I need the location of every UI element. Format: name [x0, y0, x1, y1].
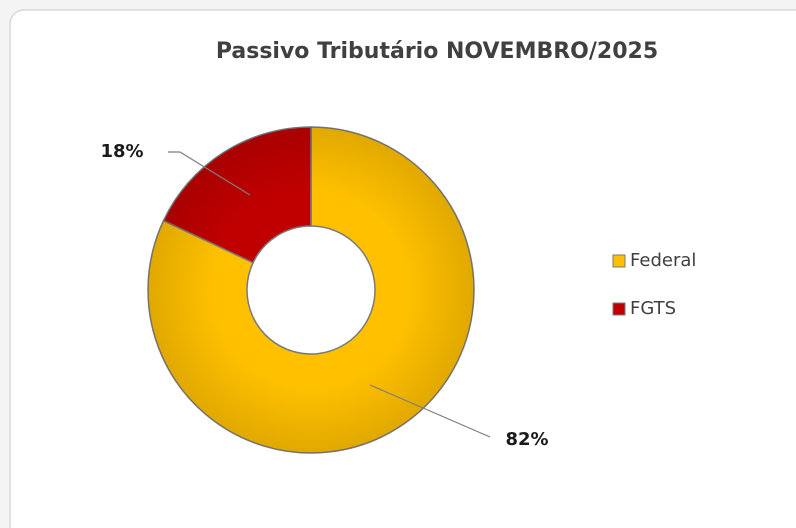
data-label: 82%: [505, 429, 548, 450]
legend-swatch: [612, 254, 626, 268]
data-label: 18%: [100, 141, 143, 162]
leader-line: [168, 151, 251, 196]
chart-title: Passivo Tributário NOVEMBRO/2025: [216, 39, 658, 64]
legend-label: FGTS: [630, 298, 676, 319]
leader-line: [369, 384, 491, 438]
legend-swatch: [612, 302, 626, 316]
legend-label: Federal: [630, 250, 696, 271]
